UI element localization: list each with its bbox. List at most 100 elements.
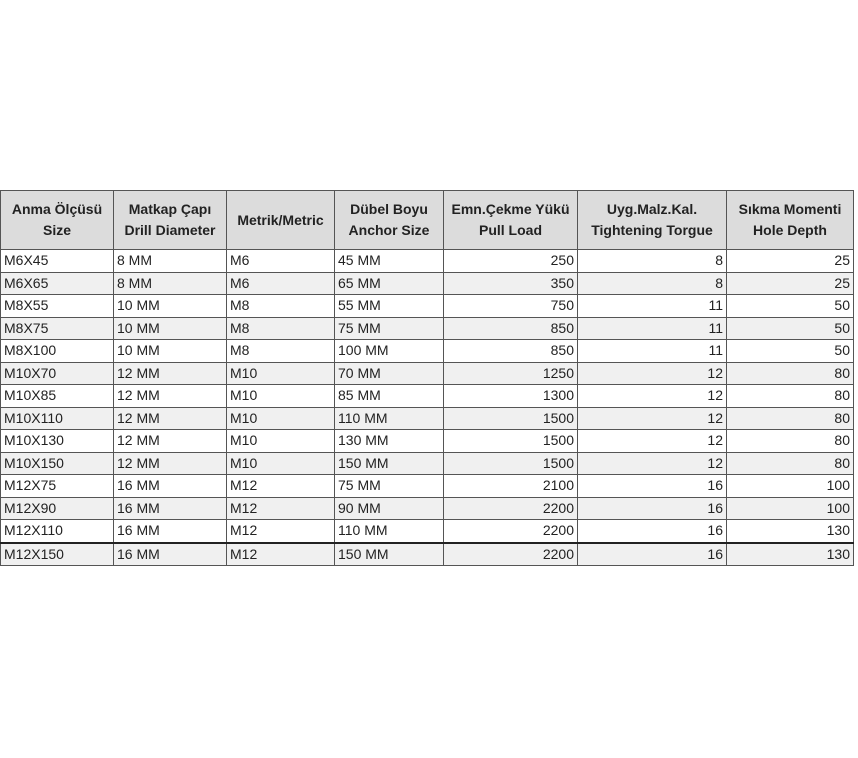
table-row: M12X110 16 MM M12 110 MM 2200 16 130	[0, 519, 854, 543]
table-row: M12X75 16 MM M12 75 MM 2100 16 100	[0, 474, 854, 498]
header-line: Anchor Size	[348, 222, 430, 238]
cell-anchor-size: 85 MM	[334, 384, 444, 408]
cell-hole-depth: 130	[726, 519, 854, 543]
table-row: M8X100 10 MM M8 100 MM 850 11 50	[0, 339, 854, 363]
cell-metric: M8	[226, 294, 335, 318]
cell-size: M10X130	[0, 429, 114, 453]
cell-hole-depth: 50	[726, 294, 854, 318]
table-row: M6X65 8 MM M6 65 MM 350 8 25	[0, 271, 854, 295]
cell-hole-depth: 80	[726, 406, 854, 430]
cell-size: M12X75	[0, 474, 114, 498]
cell-metric: M10	[226, 384, 335, 408]
header-line: Tightening Torgue	[591, 222, 713, 238]
header-metric: Metrik/Metric	[226, 190, 335, 250]
cell-hole-depth: 25	[726, 271, 854, 295]
header-pull-load: Emn.Çekme Yükü Pull Load	[443, 190, 578, 250]
header-line: Metrik/Metric	[237, 211, 324, 228]
cell-tightening-torque: 12	[577, 406, 727, 430]
cell-pull-load: 2200	[443, 496, 578, 520]
cell-pull-load: 2200	[443, 519, 578, 543]
cell-drill-diameter: 10 MM	[113, 316, 227, 340]
cell-tightening-torque: 12	[577, 451, 727, 475]
cell-size: M12X150	[0, 541, 114, 566]
cell-drill-diameter: 12 MM	[113, 361, 227, 385]
cell-pull-load: 1500	[443, 429, 578, 453]
header-line: Drill Diameter	[124, 222, 216, 238]
cell-anchor-size: 100 MM	[334, 339, 444, 363]
cell-pull-load: 750	[443, 294, 578, 318]
header-line: Size	[42, 222, 71, 238]
table-row: M12X90 16 MM M12 90 MM 2200 16 100	[0, 496, 854, 520]
cell-tightening-torque: 12	[577, 429, 727, 453]
header-tightening-torque: Uyg.Malz.Kal. Tightening Torgue	[577, 190, 727, 250]
table-row: M8X75 10 MM M8 75 MM 850 11 50	[0, 316, 854, 340]
cell-pull-load: 850	[443, 339, 578, 363]
cell-metric: M6	[226, 271, 335, 295]
anchor-spec-table: Anma Ölçüsü Size Matkap Çapı Drill Diameter…	[0, 190, 854, 566]
cell-size: M8X100	[0, 339, 114, 363]
cell-pull-load: 1300	[443, 384, 578, 408]
cell-anchor-size: 70 MM	[334, 361, 444, 385]
cell-hole-depth: 100	[726, 496, 854, 520]
table-row: M10X130 12 MM M10 130 MM 1500 12 80	[0, 429, 854, 453]
header-size: Anma Ölçüsü Size	[0, 190, 114, 250]
table-row: M6X45 8 MM M6 45 MM 250 8 25	[0, 249, 854, 273]
cell-metric: M12	[226, 474, 335, 498]
cell-anchor-size: 150 MM	[334, 541, 444, 566]
header-line: Anma Ölçüsü	[11, 201, 103, 217]
cell-tightening-torque: 16	[577, 496, 727, 520]
cell-metric: M10	[226, 406, 335, 430]
table-row: M8X55 10 MM M8 55 MM 750 11 50	[0, 294, 854, 318]
cell-hole-depth: 80	[726, 384, 854, 408]
cell-pull-load: 2200	[443, 541, 578, 566]
cell-tightening-torque: 16	[577, 474, 727, 498]
cell-hole-depth: 80	[726, 429, 854, 453]
cell-metric: M8	[226, 316, 335, 340]
cell-metric: M12	[226, 541, 335, 566]
cell-size: M10X150	[0, 451, 114, 475]
header-drill-diameter: Matkap Çapı Drill Diameter	[113, 190, 227, 250]
header-line: Dübel Boyu	[350, 201, 428, 217]
cell-hole-depth: 80	[726, 451, 854, 475]
cell-drill-diameter: 12 MM	[113, 406, 227, 430]
cell-hole-depth: 100	[726, 474, 854, 498]
cell-drill-diameter: 16 MM	[113, 541, 227, 566]
cell-size: M10X85	[0, 384, 114, 408]
header-line: Emn.Çekme Yükü	[451, 201, 570, 217]
cell-drill-diameter: 12 MM	[113, 384, 227, 408]
cell-pull-load: 1500	[443, 451, 578, 475]
cell-metric: M10	[226, 361, 335, 385]
cell-tightening-torque: 11	[577, 339, 727, 363]
cell-size: M8X55	[0, 294, 114, 318]
cell-anchor-size: 90 MM	[334, 496, 444, 520]
cell-anchor-size: 130 MM	[334, 429, 444, 453]
cell-pull-load: 250	[443, 249, 578, 273]
header-line: Uyg.Malz.Kal.	[606, 201, 698, 217]
cell-anchor-size: 75 MM	[334, 316, 444, 340]
cell-hole-depth: 50	[726, 316, 854, 340]
header-line: Hole Depth	[753, 222, 827, 238]
cell-anchor-size: 110 MM	[334, 519, 444, 543]
header-anchor-size: Dübel Boyu Anchor Size	[334, 190, 444, 250]
cell-pull-load: 850	[443, 316, 578, 340]
cell-tightening-torque: 12	[577, 384, 727, 408]
cell-metric: M12	[226, 496, 335, 520]
cell-size: M6X45	[0, 249, 114, 273]
cell-metric: M8	[226, 339, 335, 363]
cell-tightening-torque: 16	[577, 519, 727, 543]
table-row: M10X85 12 MM M10 85 MM 1300 12 80	[0, 384, 854, 408]
cell-tightening-torque: 11	[577, 294, 727, 318]
cell-tightening-torque: 11	[577, 316, 727, 340]
cell-drill-diameter: 16 MM	[113, 474, 227, 498]
header-line: Matkap Çapı	[128, 201, 212, 217]
cell-hole-depth: 50	[726, 339, 854, 363]
header-hole-depth: Sıkma Momenti Hole Depth	[726, 190, 854, 250]
cell-drill-diameter: 8 MM	[113, 249, 227, 273]
cell-tightening-torque: 16	[577, 541, 727, 566]
cell-drill-diameter: 10 MM	[113, 339, 227, 363]
cell-anchor-size: 75 MM	[334, 474, 444, 498]
cell-drill-diameter: 10 MM	[113, 294, 227, 318]
cell-anchor-size: 55 MM	[334, 294, 444, 318]
cell-anchor-size: 65 MM	[334, 271, 444, 295]
cell-size: M12X110	[0, 519, 114, 543]
